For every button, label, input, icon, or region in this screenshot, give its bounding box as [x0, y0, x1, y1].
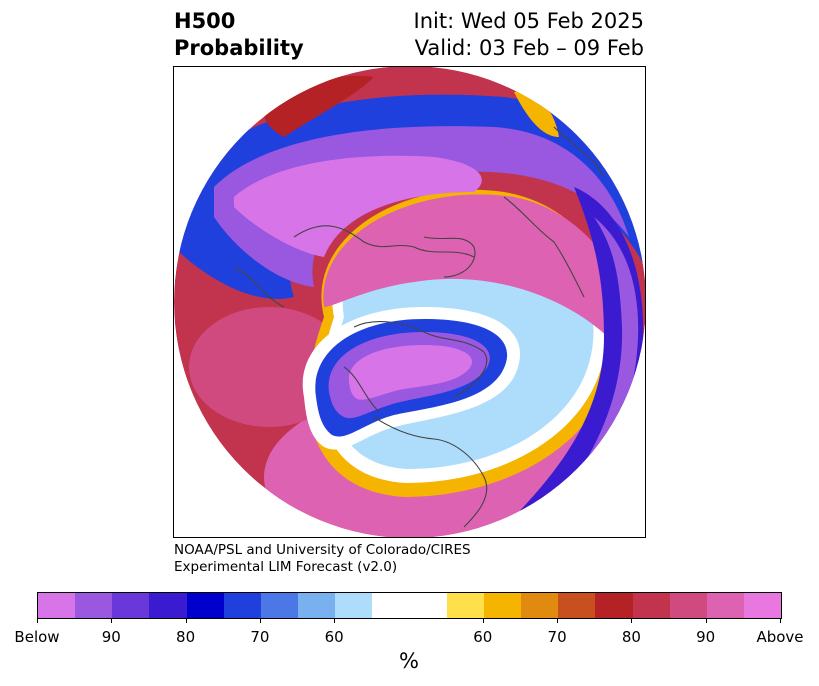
colorbar-segment — [483, 593, 522, 618]
init-date: Init: Wed 05 Feb 2025 — [413, 9, 644, 33]
title-right: Init: Wed 05 Feb 2025 Valid: 03 Feb – 09… — [414, 8, 644, 62]
colorbar-tick-label: 60 — [324, 628, 344, 646]
colorbar-tickmark — [37, 618, 38, 623]
colorbar-segment — [558, 593, 596, 618]
colorbar-segment — [260, 593, 299, 618]
northeast-yellow-patch — [514, 91, 559, 137]
colorbar-tickmark — [557, 618, 559, 623]
valid-range: Valid: 03 Feb – 09 Feb — [414, 36, 644, 60]
forecast-map — [173, 66, 646, 538]
colorbar-unit: % — [399, 649, 419, 673]
credit-line-1: NOAA/PSL and University of Colorado/CIRE… — [174, 542, 471, 558]
credit-line-2: Experimental LIM Forecast (v2.0) — [174, 559, 398, 575]
title-variable: H500 — [174, 9, 236, 33]
colorbar-segment — [632, 593, 670, 618]
probability-map-svg — [174, 67, 645, 537]
colorbar-segment — [75, 593, 113, 618]
colorbar-segment — [446, 593, 484, 618]
arctic-pink-region — [323, 194, 636, 367]
colorbar-tickmark — [334, 618, 336, 623]
credit-text: NOAA/PSL and University of Colorado/CIRE… — [174, 542, 471, 576]
colorbar-segment — [372, 593, 410, 618]
title-left: H500 Probability — [174, 8, 304, 62]
colorbar-tickmark — [259, 618, 261, 623]
colorbar-segment — [112, 593, 150, 618]
coastlines — [233, 126, 605, 528]
colorbar-segment — [706, 593, 744, 618]
colorbar-segment — [743, 593, 782, 618]
colorbar-tick-label: 80 — [621, 628, 641, 646]
colorbar-segment — [38, 593, 76, 618]
colorbar-segment — [409, 593, 447, 618]
colorbar-tick-label: 70 — [250, 628, 270, 646]
title-type: Probability — [174, 36, 304, 60]
colorbar-segment — [223, 593, 261, 618]
colorbar-tick-label: Below — [14, 628, 60, 646]
colorbar — [37, 592, 782, 619]
colorbar-segment — [149, 593, 187, 618]
colorbar-tick-label: Above — [756, 628, 804, 646]
colorbar-segment — [186, 593, 224, 618]
north-violet-center — [234, 155, 482, 257]
colorbar-tick-label: 60 — [473, 628, 493, 646]
colorbar-segment — [335, 593, 373, 618]
colorbar-segment — [298, 593, 336, 618]
colorbar-tickmark — [482, 618, 484, 623]
colorbar-tick-label: 90 — [101, 628, 121, 646]
colorbar-segment — [669, 593, 707, 618]
colorbar-tickmark — [705, 618, 707, 623]
colorbar-tick-label: 70 — [547, 628, 567, 646]
na-violet-core — [348, 345, 472, 400]
colorbar-tick-label: 80 — [176, 628, 196, 646]
colorbar-tickmark — [111, 618, 113, 623]
colorbar-tickmark — [185, 618, 187, 623]
colorbar-tickmark — [780, 618, 781, 623]
colorbar-segment — [595, 593, 633, 618]
colorbar-tickmark — [631, 618, 633, 623]
colorbar-tick-label: 90 — [696, 628, 716, 646]
colorbar-segment — [521, 593, 559, 618]
